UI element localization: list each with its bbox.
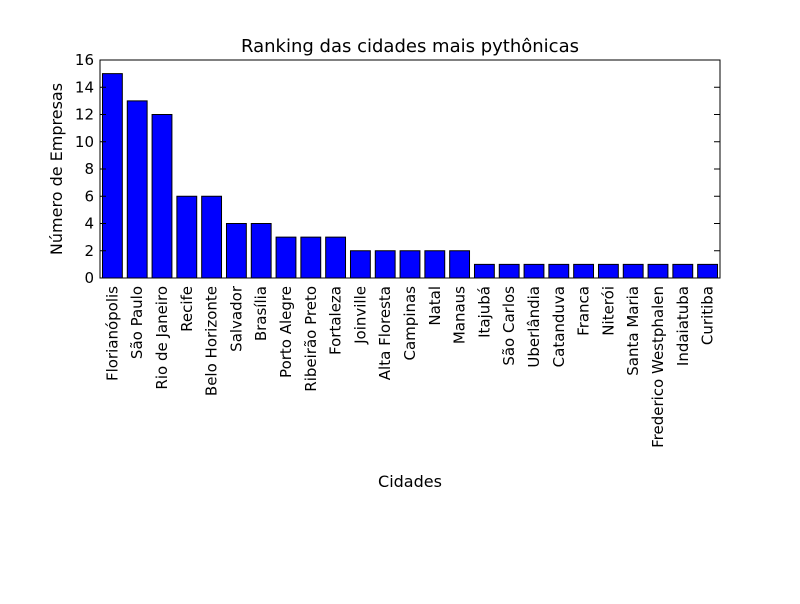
x-tick-label: Rio de Janeiro — [153, 286, 171, 390]
bar — [176, 195, 198, 279]
y-tick-label: 8 — [84, 160, 94, 178]
x-tick-label: Itajubá — [475, 286, 493, 338]
x-tick-label: Fortaleza — [327, 286, 345, 355]
bar — [300, 236, 322, 279]
y-tick-label: 0 — [84, 269, 94, 287]
bar — [151, 114, 173, 279]
x-tick-label: Belo Horizonte — [203, 286, 221, 396]
chart-title: Ranking das cidades mais pythônicas — [241, 36, 579, 57]
bar — [101, 73, 123, 279]
x-tick-label: Florianópolis — [103, 286, 121, 381]
bar — [548, 263, 570, 279]
bar — [573, 263, 595, 279]
x-tick-label: São Carlos — [500, 286, 518, 366]
bar — [697, 263, 719, 279]
bar — [201, 195, 223, 279]
x-axis-label: Cidades — [378, 472, 442, 491]
bar — [449, 250, 471, 279]
x-tick-label: Joinville — [351, 286, 369, 345]
y-tick-label: 2 — [84, 242, 94, 260]
x-tick-label: Campinas — [401, 286, 419, 361]
bar — [597, 263, 619, 279]
y-tick-label: 14 — [75, 78, 94, 96]
x-tick-label: Indaiatuba — [674, 286, 692, 366]
x-tick-label: Manaus — [451, 286, 469, 344]
bar — [498, 263, 520, 279]
x-tick-label: Recife — [178, 286, 196, 332]
bar — [250, 223, 272, 279]
y-tick-label: 4 — [84, 215, 94, 233]
bar — [374, 250, 396, 279]
x-tick-label: São Paulo — [128, 286, 146, 359]
bar — [672, 263, 694, 279]
x-tick-label: Catanduva — [550, 286, 568, 367]
bar — [399, 250, 421, 279]
bar — [473, 263, 495, 279]
x-tick-label: Franca — [575, 286, 593, 336]
bar — [647, 263, 669, 279]
x-tick-label: Curitiba — [699, 286, 717, 345]
bar — [523, 263, 545, 279]
x-tick-label: Santa Maria — [624, 286, 642, 376]
y-tick-label: 10 — [75, 133, 94, 151]
x-tick-label: Alta Floresta — [376, 286, 394, 380]
ticks-layer — [100, 59, 720, 279]
x-tick-label: Porto Alegre — [277, 286, 295, 378]
bar — [225, 223, 247, 279]
bar — [275, 236, 297, 279]
bar — [349, 250, 371, 279]
x-tick-label: Niterói — [599, 286, 617, 336]
tick-labels-layer: Florianópolis São Paulo Rio de Janeiro Reci… — [75, 51, 717, 448]
x-tick-label: Salvador — [227, 285, 245, 352]
x-tick-label: Natal — [426, 286, 444, 326]
y-tick-label: 16 — [75, 51, 94, 69]
y-tick-label: 6 — [84, 187, 94, 205]
x-tick-label: Uberlândia — [525, 286, 543, 368]
bar — [424, 250, 446, 279]
x-tick-label: Ribeirão Preto — [302, 286, 320, 392]
x-tick-label: Frederico Westphalen — [649, 286, 667, 448]
bar — [126, 100, 148, 279]
y-tick-label: 12 — [75, 106, 94, 124]
bars-layer — [101, 73, 719, 279]
y-axis-label: Número de Empresas — [47, 83, 66, 255]
bar — [622, 263, 644, 279]
x-tick-label: Brasília — [252, 286, 270, 341]
bar — [325, 236, 347, 279]
